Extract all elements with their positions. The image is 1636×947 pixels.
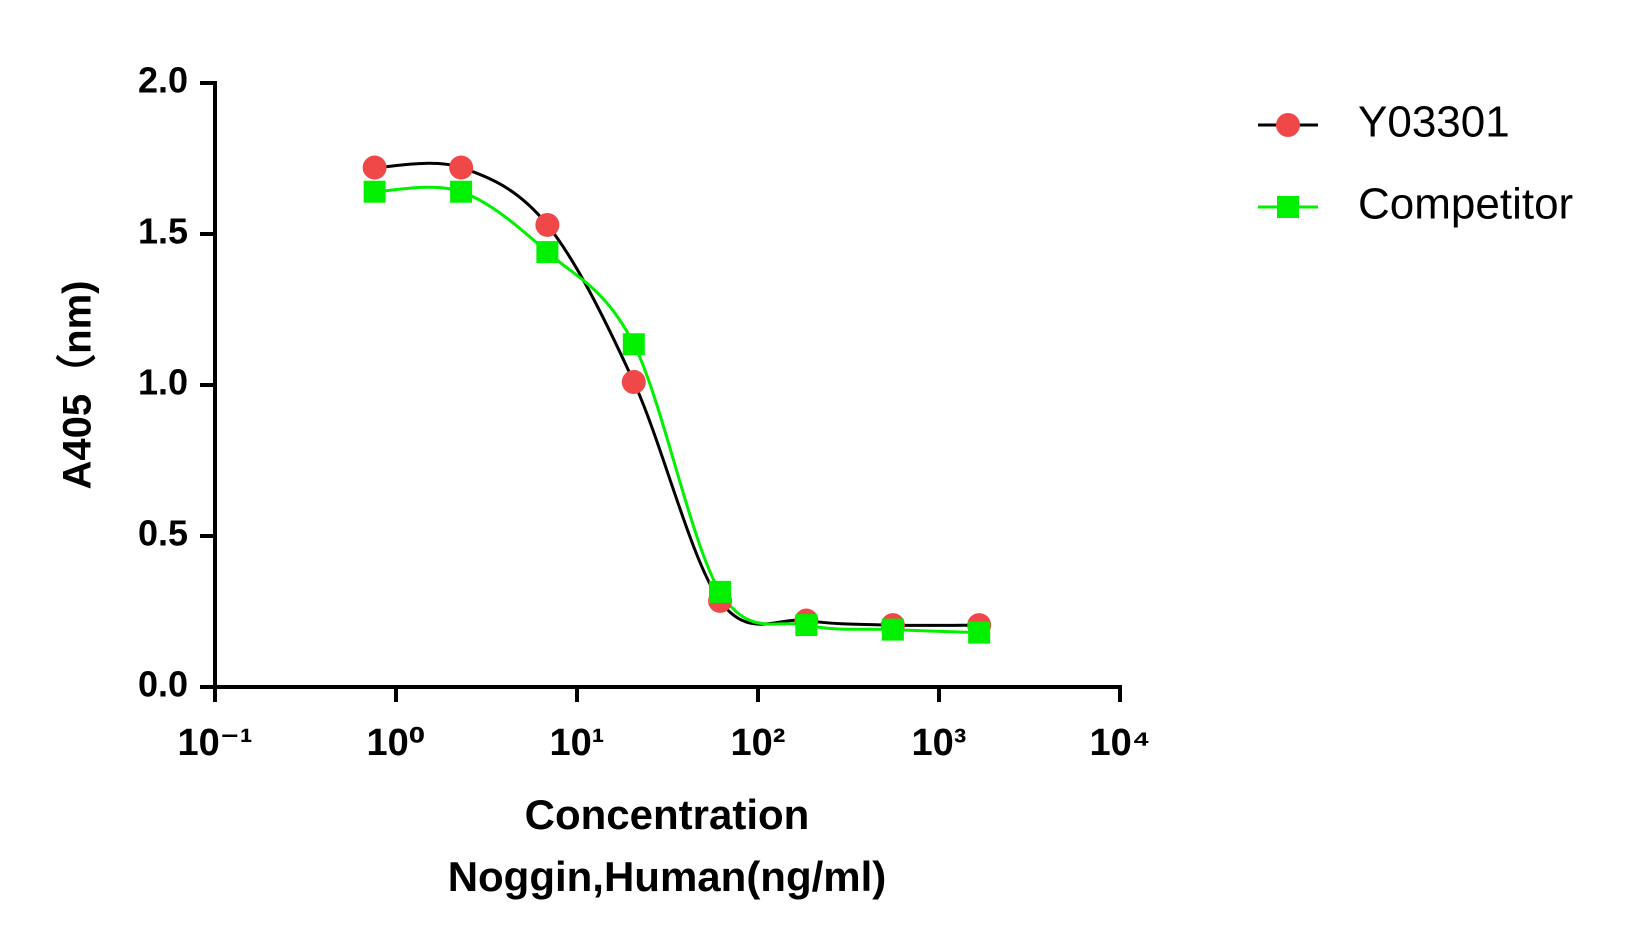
x-axis-label: Noggin,Human(ng/ml)	[448, 853, 887, 900]
data-point	[363, 180, 386, 203]
y-tick-label: 1.0	[138, 362, 188, 403]
data-point	[881, 618, 904, 641]
y-tick-label: 0.5	[138, 513, 188, 554]
x-tick-label: 10⁰	[367, 722, 426, 764]
y-axis-label: A405（nm)	[56, 281, 100, 490]
fit-curve	[374, 161, 980, 627]
data-point	[622, 333, 645, 356]
x-tick-label: 10⁻¹	[178, 722, 253, 764]
data-point	[709, 580, 732, 603]
y-tick-label: 2.0	[138, 60, 188, 101]
data-point	[795, 614, 818, 637]
fit-curve	[374, 185, 980, 635]
legend-label: Y03301	[1358, 98, 1510, 147]
y-tick-label: 1.5	[138, 211, 188, 252]
legend-marker	[1276, 113, 1300, 137]
y-tick-label: 0.0	[138, 664, 188, 705]
data-point	[535, 212, 560, 237]
data-point	[968, 621, 991, 644]
data-point	[621, 369, 646, 394]
x-tick-label: 10¹	[550, 722, 605, 764]
data-point	[536, 241, 559, 264]
legend-marker	[1277, 196, 1299, 218]
x-tick-label: 10⁴	[1089, 722, 1150, 764]
data-point	[449, 155, 474, 180]
legend-label: Competitor	[1358, 180, 1573, 229]
x-tick-label: 10³	[912, 722, 967, 764]
data-point	[362, 155, 387, 180]
x-axis-label: Concentration	[525, 791, 810, 838]
x-tick-label: 10²	[731, 722, 786, 764]
data-point	[450, 180, 473, 203]
